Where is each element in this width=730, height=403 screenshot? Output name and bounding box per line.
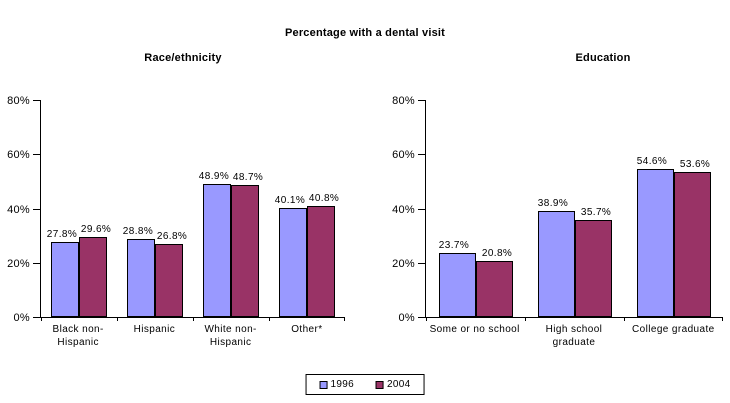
bar-2004: 20.8% xyxy=(475,248,513,317)
bar-2004: 40.8% xyxy=(307,193,339,317)
bar-value-label: 29.6% xyxy=(80,223,112,235)
category-label: White non-Hispanic xyxy=(204,324,257,348)
legend-item-1996: 1996 xyxy=(319,379,354,390)
legend-label-2004: 2004 xyxy=(387,379,411,390)
x-axis-tick xyxy=(623,317,625,321)
legend-label-1996: 1996 xyxy=(330,379,354,390)
bar-value-label: 40.1% xyxy=(274,195,306,207)
bar-1996: 38.9% xyxy=(537,198,575,317)
y-axis-tick xyxy=(33,208,40,210)
bar-group: 23.7% 20.8% xyxy=(426,100,525,317)
x-axis-tick xyxy=(344,317,345,321)
y-axis-tick xyxy=(33,100,40,101)
bar-value-label: 40.8% xyxy=(308,193,340,205)
y-axis-tick xyxy=(418,100,425,101)
bar-value-label: 38.9% xyxy=(537,198,569,210)
category-label: Some or no school xyxy=(429,324,520,335)
bar-group: 27.8% 29.6% xyxy=(41,100,117,317)
x-axis-tick xyxy=(117,317,118,321)
category-label: Hispanic xyxy=(133,324,176,335)
bar-2004: 26.8% xyxy=(155,231,187,317)
x-axis-tick xyxy=(426,317,427,321)
bar-group: 54.6% 53.6% xyxy=(624,100,723,317)
y-axis-tick xyxy=(418,317,425,318)
y-axis-tick-label: 20% xyxy=(392,257,415,270)
chart-legend: 1996 2004 xyxy=(305,374,425,395)
category-label: Other* xyxy=(291,324,323,335)
y-axis-tick xyxy=(33,317,40,318)
category-label: High school graduate xyxy=(545,324,603,348)
y-axis-tick-label: 0% xyxy=(13,312,30,324)
bar-value-label: 53.6% xyxy=(679,158,711,170)
legend-swatch-1996-icon xyxy=(319,380,328,389)
education-category-labels: Some or no school High school graduate Col… xyxy=(425,323,723,349)
bar-2004: 29.6% xyxy=(79,224,111,317)
category-label: Black non-Hispanic xyxy=(52,324,104,348)
y-axis-tick xyxy=(33,262,40,264)
bar-value-label: 26.8% xyxy=(156,231,188,243)
race-ethnicity-plot-area: 0% 20% 40% 60% 80% 27.8% 29.6% 28.8% 26.8% 48.9% 4… xyxy=(7,95,345,324)
y-axis-tick-label: 40% xyxy=(7,203,30,216)
race-ethnicity-category-labels: Black non-Hispanic Hispanic White non-Hisp… xyxy=(40,323,345,349)
y-axis-tick-label: 80% xyxy=(392,95,415,107)
bar-group: 28.8% 26.8% xyxy=(117,100,193,317)
bar-1996: 40.1% xyxy=(275,195,307,317)
chart-main-title: Percentage with a dental visit xyxy=(284,27,446,39)
legend-swatch-2004-icon xyxy=(376,380,384,389)
bar-2004: 53.6% xyxy=(673,159,711,317)
x-axis-tick xyxy=(722,317,723,321)
right-chart-title: Education xyxy=(575,52,631,64)
bar-value-label: 48.7% xyxy=(232,171,264,183)
x-axis-tick xyxy=(269,317,270,321)
y-axis-tick-label: 60% xyxy=(392,149,415,162)
y-axis-tick xyxy=(418,262,425,264)
y-axis-tick-label: 60% xyxy=(7,149,30,162)
bar-value-label: 48.9% xyxy=(198,171,230,183)
y-axis-tick xyxy=(33,154,40,156)
bar-value-label: 20.8% xyxy=(481,247,513,259)
bar-value-label: 23.7% xyxy=(438,239,470,251)
legend-item-2004: 2004 xyxy=(376,379,410,390)
y-axis-tick xyxy=(418,208,425,210)
bar-group: 38.9% 35.7% xyxy=(525,100,624,317)
x-axis-tick xyxy=(193,317,194,321)
bar-2004: 35.7% xyxy=(574,207,612,317)
bar-group: 48.9% 48.7% xyxy=(193,100,269,317)
x-axis-tick xyxy=(524,317,526,321)
bar-1996: 48.9% xyxy=(199,171,231,317)
bar-1996: 23.7% xyxy=(438,240,476,317)
bar-1996: 28.8% xyxy=(123,226,155,317)
bar-1996: 27.8% xyxy=(47,229,79,317)
education-plot-area: 0% 20% 40% 60% 80% 23.7% 20.8% 38.9% 35.7% 54.6% 5… xyxy=(392,95,723,324)
bar-value-label: 35.7% xyxy=(580,207,612,219)
bar-2004: 48.7% xyxy=(231,172,263,317)
y-axis-tick-label: 0% xyxy=(398,312,415,324)
bar-1996: 54.6% xyxy=(636,156,674,317)
bar-value-label: 27.8% xyxy=(46,228,78,240)
bar-value-label: 28.8% xyxy=(122,225,154,237)
y-axis-tick xyxy=(418,154,425,156)
y-axis-tick-label: 80% xyxy=(7,95,30,107)
y-axis-tick-label: 20% xyxy=(7,257,30,270)
bar-group: 40.1% 40.8% xyxy=(269,100,345,317)
category-label: College graduate xyxy=(632,324,715,335)
x-axis-tick xyxy=(41,317,42,321)
bar-value-label: 54.6% xyxy=(636,155,668,167)
left-chart-title: Race/ethnicity xyxy=(144,52,222,64)
y-axis-tick-label: 40% xyxy=(392,203,415,216)
